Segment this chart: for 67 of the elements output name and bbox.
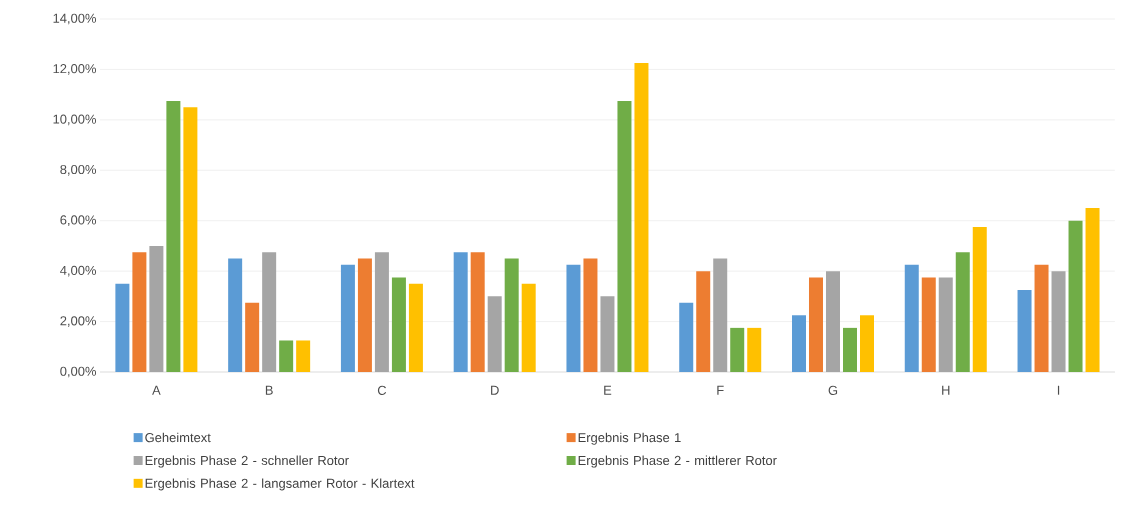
bar bbox=[859, 315, 874, 372]
bar bbox=[1085, 208, 1100, 372]
bar bbox=[296, 340, 311, 372]
bar bbox=[730, 327, 745, 372]
bar bbox=[921, 277, 936, 372]
legend-label: Ergebnis Phase 2 - langsamer Rotor - Klartext bbox=[145, 478, 415, 491]
bar bbox=[149, 245, 164, 372]
bar bbox=[470, 252, 485, 372]
bar bbox=[634, 63, 649, 372]
bar bbox=[374, 252, 389, 372]
bar bbox=[166, 100, 181, 372]
bar bbox=[842, 327, 857, 372]
y-tick-label: 0,00% bbox=[60, 366, 97, 378]
legend-label: Ergebnis Phase 1 bbox=[578, 432, 681, 445]
x-tick-label: H bbox=[942, 385, 950, 395]
bar bbox=[904, 264, 919, 372]
bar bbox=[453, 252, 468, 372]
legend-label: Ergebnis Phase 2 - schneller Rotor bbox=[145, 455, 349, 468]
bar bbox=[696, 271, 711, 372]
bar bbox=[791, 315, 806, 372]
bar bbox=[228, 258, 243, 372]
y-tick-label: 12,00% bbox=[53, 64, 97, 75]
bar bbox=[1068, 220, 1083, 372]
bar bbox=[617, 100, 632, 372]
bar bbox=[583, 258, 598, 372]
bar bbox=[115, 283, 130, 372]
y-tick-label: 6,00% bbox=[60, 215, 97, 227]
bar bbox=[1051, 271, 1066, 372]
bar bbox=[262, 252, 277, 372]
bar bbox=[679, 302, 694, 372]
bar bbox=[1017, 290, 1032, 372]
bar bbox=[1034, 264, 1049, 372]
x-tick-label: B bbox=[265, 385, 273, 395]
y-tick-label: 8,00% bbox=[60, 164, 97, 176]
bar bbox=[600, 296, 615, 372]
bar bbox=[521, 283, 536, 372]
x-tick-label: D bbox=[491, 385, 499, 395]
bar bbox=[955, 252, 970, 372]
y-tick-label: 10,00% bbox=[53, 114, 97, 126]
legend-label: Geheimtext bbox=[145, 432, 211, 443]
x-tick-label: A bbox=[152, 385, 161, 395]
y-tick-label: 14,00% bbox=[53, 13, 97, 25]
bar bbox=[279, 340, 294, 372]
bar bbox=[808, 277, 823, 372]
y-tick-label: 4,00% bbox=[60, 265, 97, 277]
bar bbox=[504, 258, 519, 372]
bar bbox=[357, 258, 372, 372]
bar bbox=[245, 302, 260, 372]
bar bbox=[340, 264, 355, 372]
bar bbox=[825, 271, 840, 372]
bar bbox=[713, 258, 728, 372]
bar bbox=[938, 277, 953, 372]
bar bbox=[747, 327, 762, 372]
x-tick-label: C bbox=[377, 385, 387, 395]
bar bbox=[487, 296, 502, 372]
bar bbox=[391, 277, 406, 372]
x-tick-label: F bbox=[717, 385, 724, 395]
bar bbox=[566, 264, 581, 372]
x-tick-label: G bbox=[828, 385, 838, 395]
legend-label: Ergebnis Phase 2 - mittlerer Rotor bbox=[578, 455, 777, 468]
bar bbox=[408, 283, 423, 372]
bar bbox=[132, 252, 147, 372]
x-tick-label: E bbox=[604, 385, 612, 395]
x-tick-label: I bbox=[1057, 385, 1060, 395]
bar bbox=[972, 227, 987, 372]
bar bbox=[183, 107, 198, 372]
y-tick-label: 2,00% bbox=[60, 316, 97, 327]
